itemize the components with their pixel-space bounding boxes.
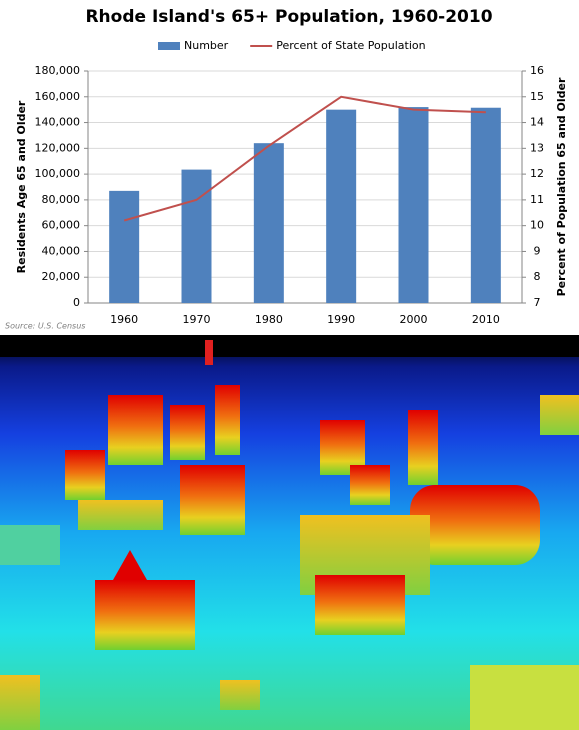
building xyxy=(315,575,405,635)
y2-tick-label: 16 xyxy=(530,64,544,77)
trees xyxy=(0,525,60,565)
y-tick-label: 0 xyxy=(73,296,80,309)
building xyxy=(170,405,205,460)
lidar-image xyxy=(0,335,579,730)
x-tick-label: 1990 xyxy=(327,313,355,326)
building xyxy=(215,385,240,455)
y-tick-label: 180,000 xyxy=(35,64,81,77)
building xyxy=(540,395,579,435)
bar xyxy=(398,107,429,303)
legend-label: Number xyxy=(184,39,229,52)
y2-tick-label: 13 xyxy=(530,141,544,154)
building xyxy=(220,680,260,710)
legend-swatch xyxy=(158,42,180,50)
building xyxy=(408,410,438,485)
bar xyxy=(326,109,357,304)
bar xyxy=(109,190,140,303)
y2-tick-label: 11 xyxy=(530,193,544,206)
y-axis-title: Residents Age 65 and Older xyxy=(15,100,28,273)
y2-tick-label: 15 xyxy=(530,90,544,103)
building xyxy=(410,485,540,565)
y-tick-label: 40,000 xyxy=(42,244,81,257)
building xyxy=(108,395,163,465)
roof xyxy=(113,550,147,580)
y2-tick-label: 8 xyxy=(534,270,541,283)
building xyxy=(0,675,40,730)
x-tick-label: 2000 xyxy=(400,313,428,326)
buildings xyxy=(0,340,579,730)
building xyxy=(180,465,245,535)
x-tick-label: 2010 xyxy=(472,313,500,326)
building xyxy=(350,465,390,505)
y-tick-label: 120,000 xyxy=(35,141,81,154)
building xyxy=(65,450,105,500)
y2-tick-label: 10 xyxy=(530,219,544,232)
bar xyxy=(470,107,501,303)
y-tick-label: 80,000 xyxy=(42,193,81,206)
y-tick-label: 140,000 xyxy=(35,116,81,129)
bar xyxy=(253,143,284,303)
y2-tick-label: 12 xyxy=(530,167,544,180)
y2-axis-title: Percent of Population 65 and Older xyxy=(555,77,568,296)
y-tick-label: 100,000 xyxy=(35,167,81,180)
bar xyxy=(181,169,212,303)
source-note: Source: U.S. Census xyxy=(5,322,85,331)
chart: Rhode Island's 65+ Population, 1960-2010… xyxy=(5,7,568,331)
legend-label: Percent of State Population xyxy=(276,39,425,52)
x-tick-label: 1970 xyxy=(183,313,211,326)
y2-tick-label: 14 xyxy=(530,116,544,129)
y-tick-label: 160,000 xyxy=(35,90,81,103)
y-tick-label: 60,000 xyxy=(42,219,81,232)
x-tick-label: 1960 xyxy=(110,313,138,326)
sky xyxy=(0,335,579,357)
y-tick-label: 20,000 xyxy=(42,270,81,283)
y2-tick-label: 7 xyxy=(534,296,541,309)
building xyxy=(78,500,163,530)
spire xyxy=(205,340,213,365)
x-tick-label: 1980 xyxy=(255,313,283,326)
y2-tick-label: 9 xyxy=(534,244,541,257)
chart-title: Rhode Island's 65+ Population, 1960-2010 xyxy=(85,7,492,27)
building xyxy=(95,580,195,650)
line xyxy=(123,95,486,222)
trees xyxy=(470,665,579,730)
